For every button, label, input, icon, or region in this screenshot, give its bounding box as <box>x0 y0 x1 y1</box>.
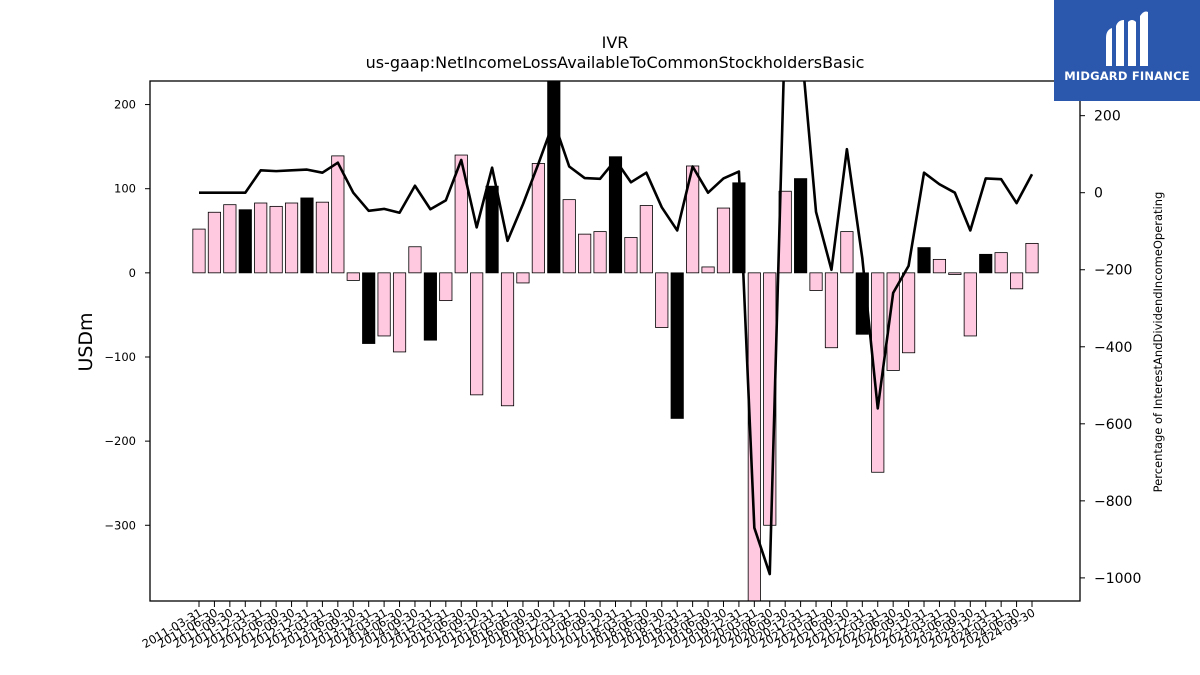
bar-2016-06-30 <box>516 272 530 284</box>
y2-tick-label: −1000 <box>1094 571 1141 587</box>
bar-2015-12-31 <box>485 185 499 274</box>
bar-2017-06-30 <box>578 233 592 274</box>
bar-2013-03-31 <box>315 201 329 274</box>
bar-2012-09-30 <box>284 202 299 274</box>
bar-2016-12-31 <box>547 81 561 274</box>
bar-2011-03-31 <box>192 228 206 274</box>
bar-2023-12-31 <box>979 253 993 274</box>
bar-2024-03-31 <box>994 252 1008 274</box>
bar-2021-06-30 <box>824 272 839 349</box>
bar-2021-03-31 <box>809 272 823 291</box>
bar-2013-06-30 <box>331 155 345 274</box>
y-tick-label: −200 <box>104 434 136 448</box>
bar-2023-03-31 <box>932 258 947 274</box>
bar-2011-12-31 <box>238 209 252 274</box>
bar-2017-03-31 <box>562 199 576 274</box>
y2-tick-label: −600 <box>1094 417 1132 433</box>
bar-2018-03-31 <box>624 237 638 274</box>
y2-axis-label: Percentage of InterestAndDividendIncomeO… <box>1151 192 1165 493</box>
bar-2014-03-31 <box>377 272 391 337</box>
bar-2014-09-30 <box>408 246 422 274</box>
axes-group: 200 100 0 −100 −200 −300 200 0 −200 −400 −600 −800 −… <box>104 98 1141 651</box>
logo-text: MIDGARD FINANCE <box>1064 69 1190 83</box>
bar-2014-12-31 <box>423 272 437 341</box>
y-tick-label: −300 <box>104 518 136 532</box>
bar-2024-09-30 <box>1025 242 1039 274</box>
bar-2013-12-31 <box>362 272 376 344</box>
midgard-m-logo-icon <box>1106 11 1148 66</box>
bars-group <box>192 81 1039 601</box>
bar-2017-12-31 <box>608 156 623 274</box>
midgard-finance-logo: MIDGARD FINANCE <box>1054 0 1200 101</box>
bar-2018-09-30 <box>655 272 669 328</box>
bar-2024-06-30 <box>1010 272 1024 290</box>
bar-2018-12-31 <box>670 272 684 419</box>
bar-2012-12-31 <box>300 197 314 274</box>
bar-2014-06-30 <box>392 272 407 353</box>
bar-2015-03-31 <box>439 272 453 302</box>
bar-2012-06-30 <box>269 205 283 274</box>
bar-2022-03-31 <box>871 272 885 473</box>
bar-2019-09-30 <box>716 207 731 274</box>
bar-2021-09-30 <box>840 231 854 274</box>
chart-subtitle: us-gaap:NetIncomeLossAvailableToCommonSt… <box>366 53 865 72</box>
bar-2011-09-30 <box>223 204 237 274</box>
y-tick-label: 100 <box>114 182 136 196</box>
y2-tick-label: 0 <box>1094 186 1103 202</box>
chart-title: IVR <box>602 33 629 52</box>
bar-2013-09-30 <box>346 272 360 281</box>
series-line <box>199 81 1034 576</box>
bar-2018-06-30 <box>639 205 653 274</box>
y-tick-label: 0 <box>129 266 136 280</box>
bar-2016-03-31 <box>500 272 515 407</box>
y-tick-label: 200 <box>114 98 136 112</box>
bar-2020-12-31 <box>794 178 808 274</box>
y2-tick-label: −200 <box>1094 263 1132 279</box>
bar-2015-06-30 <box>454 154 468 274</box>
y2-tick-label: 200 <box>1094 109 1121 125</box>
bar-2015-09-30 <box>470 272 484 396</box>
bar-2020-03-31 <box>747 272 761 601</box>
plot-frame <box>149 80 1081 602</box>
bar-2022-06-30 <box>886 272 900 371</box>
bar-2017-09-30 <box>593 231 607 274</box>
bar-2012-03-31 <box>254 202 268 274</box>
bar-2016-09-30 <box>531 163 545 274</box>
y-tick-label: −100 <box>104 350 136 364</box>
bar-2022-09-30 <box>902 272 916 354</box>
y2-tick-label: −400 <box>1094 340 1132 356</box>
line-group <box>199 81 1034 576</box>
y-axis-label: USDm <box>75 312 97 371</box>
bar-2023-06-30 <box>948 272 962 275</box>
bar-2022-12-31 <box>917 247 931 274</box>
bar-2011-06-30 <box>207 211 221 274</box>
bar-2019-06-30 <box>701 266 715 274</box>
y2-tick-label: −800 <box>1094 494 1132 510</box>
bar-2023-09-30 <box>963 272 977 337</box>
